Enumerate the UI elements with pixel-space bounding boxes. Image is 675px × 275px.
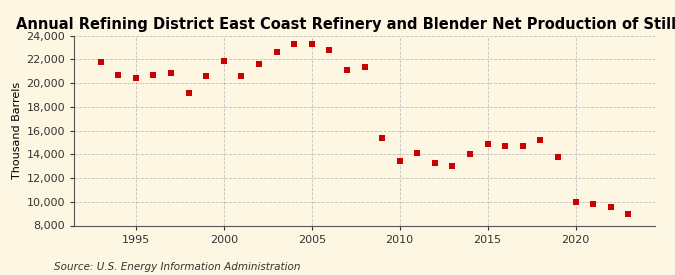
Point: [570, 200, 581, 204]
Point: [219, 59, 230, 63]
Point: [359, 64, 370, 69]
Point: [95, 60, 106, 64]
Point: [394, 159, 405, 164]
Point: [148, 73, 159, 77]
Point: [271, 50, 282, 54]
Point: [482, 141, 493, 146]
Point: [289, 42, 300, 46]
Point: [605, 204, 616, 209]
Point: [113, 73, 124, 77]
Title: Annual Refining District East Coast Refinery and Blender Net Production of Still: Annual Refining District East Coast Refi…: [16, 17, 675, 32]
Point: [165, 70, 176, 75]
Point: [183, 90, 194, 95]
Point: [553, 155, 564, 159]
Point: [447, 164, 458, 168]
Point: [500, 144, 510, 148]
Point: [623, 211, 634, 216]
Point: [342, 68, 352, 72]
Point: [377, 136, 387, 140]
Text: Source: U.S. Energy Information Administration: Source: U.S. Energy Information Administ…: [54, 262, 300, 272]
Point: [464, 152, 475, 156]
Point: [518, 144, 529, 148]
Point: [324, 48, 335, 52]
Point: [254, 62, 265, 66]
Point: [306, 42, 317, 46]
Y-axis label: Thousand Barrels: Thousand Barrels: [12, 82, 22, 179]
Point: [429, 160, 440, 165]
Point: [236, 74, 247, 78]
Point: [588, 202, 599, 206]
Point: [200, 74, 211, 78]
Point: [412, 151, 423, 155]
Point: [130, 76, 141, 81]
Point: [535, 138, 546, 142]
